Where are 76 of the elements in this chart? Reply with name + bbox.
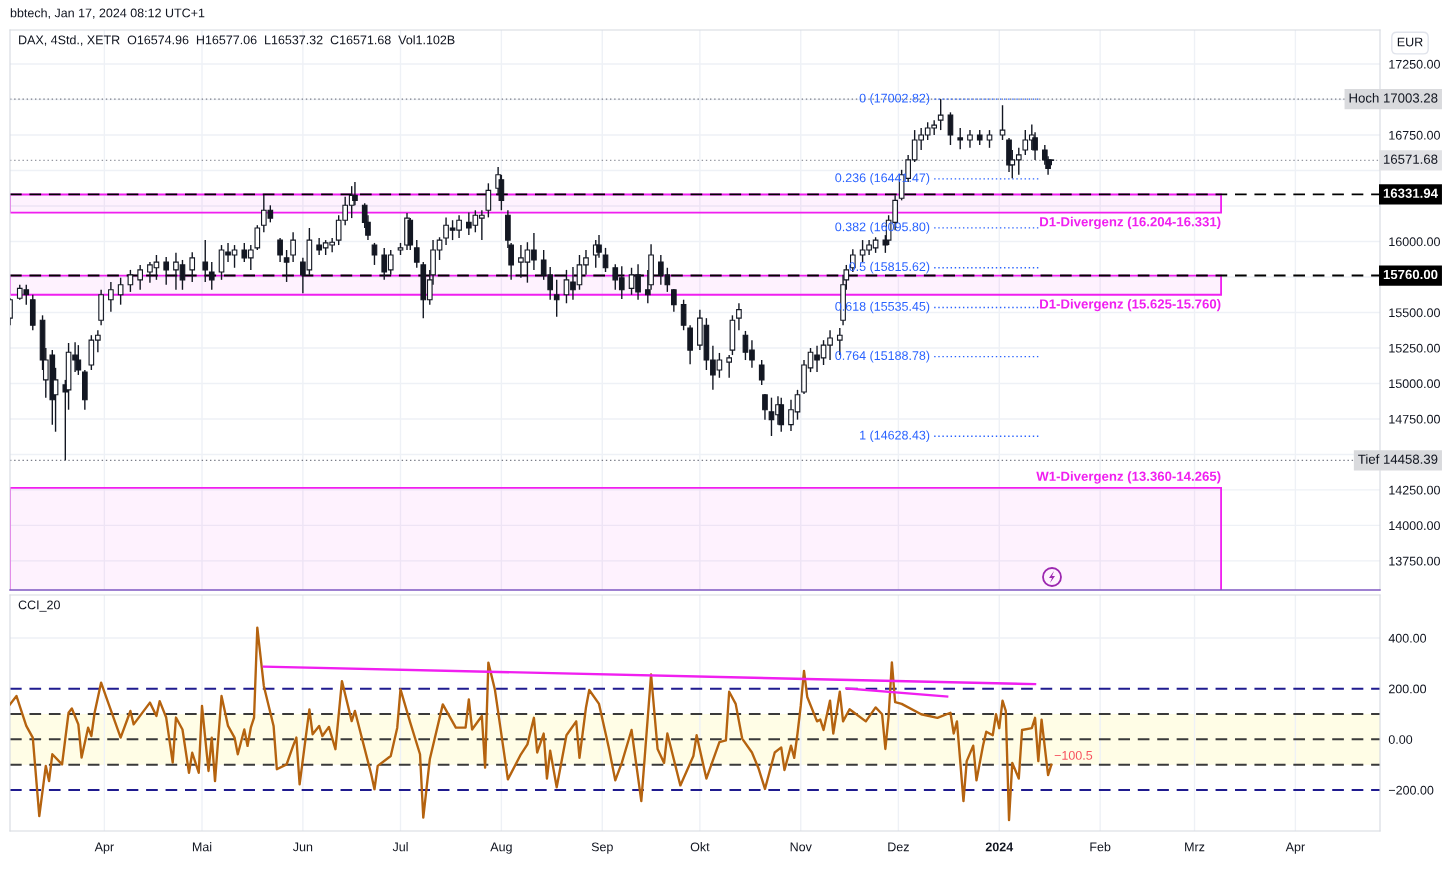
candlestick (680, 299, 687, 331)
line-series (10, 626, 1053, 822)
candlestick (117, 277, 124, 306)
candlestick (687, 324, 693, 365)
candlestick (290, 231, 296, 263)
candlestick (596, 234, 602, 259)
candlestick (768, 396, 775, 437)
text: EUR (1397, 37, 1423, 47)
candlestick (371, 242, 378, 266)
candlestick (957, 127, 964, 150)
candlestick (485, 182, 492, 219)
y-tick-label: 14250.00 (1389, 485, 1440, 495)
ref-line-label: 15760.00 (1383, 269, 1438, 280)
candlestick (352, 181, 358, 207)
candlestick (999, 104, 1006, 141)
ref-line-label: 16571.68 (1383, 154, 1438, 164)
x-tick-label: Dez (888, 842, 909, 852)
ref-line-label: 16331.94 (1383, 188, 1438, 198)
x-tick-label: Okt (690, 842, 710, 852)
candlestick (137, 264, 143, 291)
candlestick (254, 224, 261, 251)
chart-title: DAX, 4Std., XETR O16574.96 H16577.06 L16537.32 C16571.68 Vol1.102B (19, 35, 455, 46)
candlestick (283, 249, 290, 283)
x-tick-label: Nov (790, 842, 812, 852)
y-tick-label: 15250.00 (1389, 343, 1440, 353)
candlestick (602, 247, 609, 273)
ref-line-label: Tief 14458.39 (1358, 454, 1438, 464)
candlestick (413, 239, 420, 269)
text: bbtech, Jan 17, 2024 08:12 UTC+1 (10, 8, 205, 19)
y-tick-label: 15000.00 (1389, 379, 1440, 389)
x-tick-label: 2024 (985, 842, 1014, 852)
candlestick (202, 239, 209, 283)
y-tick-label: 200.00 (1388, 684, 1427, 694)
band-label: D1-Divergenz (16.204-16.331) (1040, 216, 1221, 230)
x-tick-label: Apr (1285, 842, 1305, 854)
x-tick-label: Mai (192, 842, 212, 852)
annotation: −100.5 (1054, 750, 1093, 760)
x-tick-label: Feb (1090, 842, 1111, 852)
candlestick (762, 393, 768, 421)
x-tick-label: Aug (490, 842, 512, 854)
x-tick-label: Jun (292, 842, 313, 852)
candlestick (208, 261, 215, 291)
candlestick (277, 237, 283, 263)
y-tick-label: 0.00 (1388, 735, 1413, 744)
y-tick-label: −200.00 (1388, 785, 1434, 795)
candlestick (189, 251, 196, 283)
x-tick-label: Mrz (1185, 842, 1205, 852)
series-label: 0 (17002.82) (859, 93, 930, 105)
candlestick (726, 354, 733, 379)
candlestick (736, 302, 742, 331)
series-label: 0.764 (15188.78) (835, 350, 930, 363)
chart-title: CCI_20 (18, 600, 60, 612)
x-tick-label: Sep (591, 842, 613, 854)
band-label: W1-Divergenz (13.360-14.265) (1036, 471, 1221, 484)
candlestick (108, 281, 114, 313)
y-tick-label: 16000.00 (1389, 237, 1440, 247)
candlestick (75, 344, 82, 376)
ref-line-label: Hoch 17003.28 (1349, 92, 1438, 103)
candlestick (758, 359, 765, 386)
candlestick (553, 279, 560, 318)
y-tick-label: 13750.00 (1389, 556, 1440, 566)
band-label: D1-Divergenz (15.625-15.760) (1040, 298, 1221, 312)
y-tick-label: 16750.00 (1389, 130, 1440, 140)
candlestick (127, 269, 134, 293)
y-tick-label: 14000.00 (1389, 521, 1440, 531)
y-tick-label: 400.00 (1388, 633, 1427, 643)
y-tick-label: 14750.00 (1389, 414, 1440, 424)
candlestick (163, 256, 170, 286)
y-tick-label: 15500.00 (1389, 308, 1440, 318)
candlestick (937, 98, 944, 131)
x-tick-label: Jul (392, 842, 408, 852)
candlestick (671, 288, 677, 313)
x-tick-label: Apr (94, 842, 114, 854)
series-label: 1 (14628.43) (860, 430, 930, 443)
y-tick-label: 17250.00 (1389, 59, 1440, 69)
candlestick (778, 396, 785, 433)
